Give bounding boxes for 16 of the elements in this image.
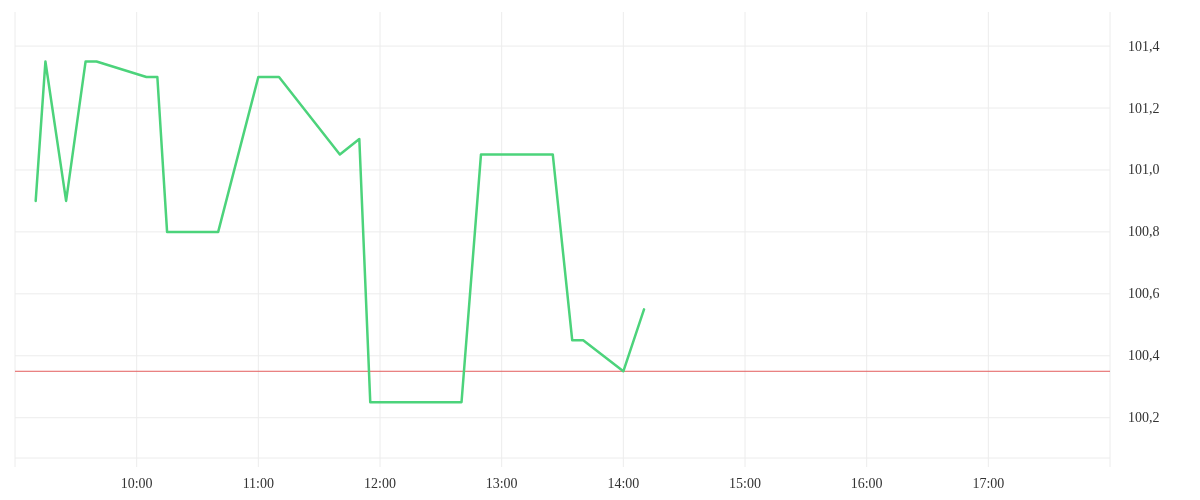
y-tick-label: 100,8 [1128, 224, 1160, 240]
x-tick-label: 16:00 [850, 475, 883, 491]
line-series [34, 60, 646, 404]
x-tick-label: 17:00 [972, 475, 1005, 491]
x-tick-label: 13:00 [485, 475, 518, 491]
y-tick-label: 101,2 [1128, 100, 1160, 116]
x-tick-label: 14:00 [607, 475, 640, 491]
x-tick-label: 15:00 [729, 475, 761, 491]
y-tick-label: 100,4 [1128, 348, 1160, 364]
y-tick-label: 101,0 [1128, 162, 1160, 178]
y-tick-label: 100,2 [1128, 410, 1160, 426]
x-tick-label: 12:00 [364, 475, 396, 491]
y-tick-label: 101,4 [1128, 38, 1160, 54]
y-tick-label: 100,6 [1128, 286, 1160, 302]
x-tick-label: 10:00 [120, 475, 153, 491]
x-tick-label: 11:00 [242, 475, 275, 491]
